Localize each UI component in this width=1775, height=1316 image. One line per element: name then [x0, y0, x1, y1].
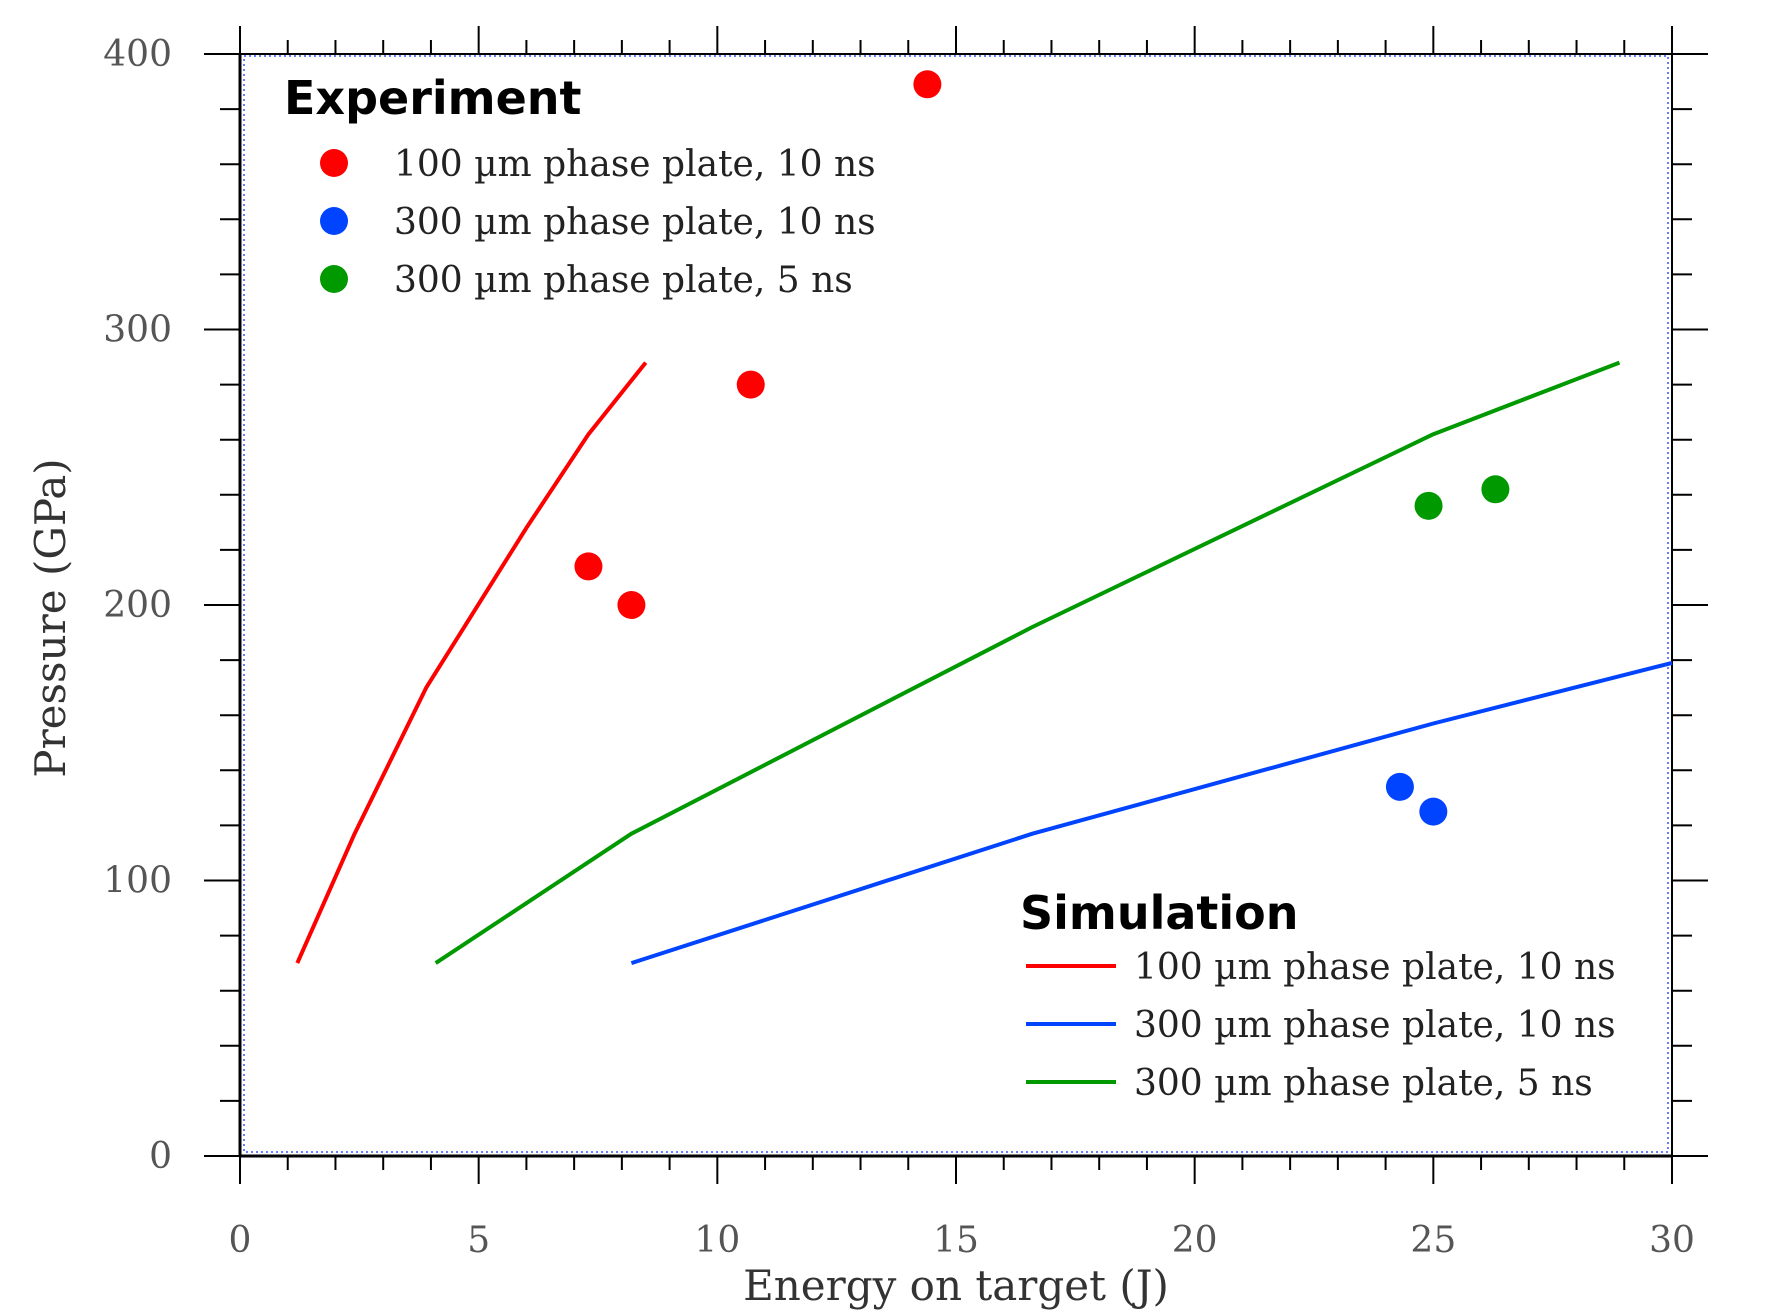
x-axis-label: Energy on target (J) [743, 1261, 1169, 1310]
experiment-point [1414, 491, 1443, 520]
y-tick-label: 300 [103, 310, 172, 351]
x-tick-label: 15 [933, 1220, 979, 1261]
x-tick-label: 10 [694, 1220, 740, 1261]
experiment-legend-marker [320, 149, 348, 177]
x-tick-label: 30 [1649, 1220, 1695, 1261]
simulation-legend: Simulation 100 µm phase plate, 10 ns 300 … [1020, 886, 1616, 1104]
y-tick-label: 100 [103, 861, 172, 902]
experiment-legend: Experiment 100 µm phase plate, 10 ns 300 … [284, 71, 876, 301]
experiment-legend-label: 300 µm phase plate, 10 ns [394, 202, 876, 243]
experiment-legend-marker [320, 207, 348, 235]
x-tick-label: 20 [1172, 1220, 1218, 1261]
y-axis-label: Pressure (GPa) [26, 458, 75, 777]
axes [204, 26, 1708, 1184]
experiment-legend-label: 100 µm phase plate, 10 ns [394, 144, 876, 185]
experiment-legend-marker [320, 265, 348, 293]
simulation-legend-label: 300 µm phase plate, 10 ns [1134, 1005, 1616, 1046]
y-tick-label: 200 [103, 585, 172, 626]
experiment-points [574, 70, 1510, 826]
y-tick-label: 0 [149, 1136, 172, 1177]
experiment-point [617, 591, 646, 619]
simulation-lines [295, 360, 1673, 966]
simulation-legend-label: 100 µm phase plate, 10 ns [1134, 947, 1616, 988]
y-tick-label: 400 [103, 34, 172, 75]
simulation-legend-title: Simulation [1020, 886, 1299, 940]
plot-area-border [243, 55, 1669, 1153]
simulation-line [434, 360, 1621, 965]
x-tick-label: 0 [229, 1220, 252, 1261]
experiment-point [913, 70, 942, 99]
experiment-point [574, 552, 603, 581]
simulation-line [295, 361, 648, 964]
experiment-point [1385, 772, 1414, 801]
simulation-line [630, 660, 1673, 966]
x-tick-label: 25 [1410, 1220, 1456, 1261]
experiment-legend-title: Experiment [284, 71, 582, 125]
simulation-legend-label: 300 µm phase plate, 5 ns [1134, 1063, 1593, 1104]
experiment-point [1419, 797, 1448, 826]
experiment-point [1481, 475, 1510, 504]
experiment-point [736, 370, 765, 399]
x-tick-label: 5 [467, 1220, 490, 1261]
experiment-legend-label: 300 µm phase plate, 5 ns [394, 260, 853, 301]
